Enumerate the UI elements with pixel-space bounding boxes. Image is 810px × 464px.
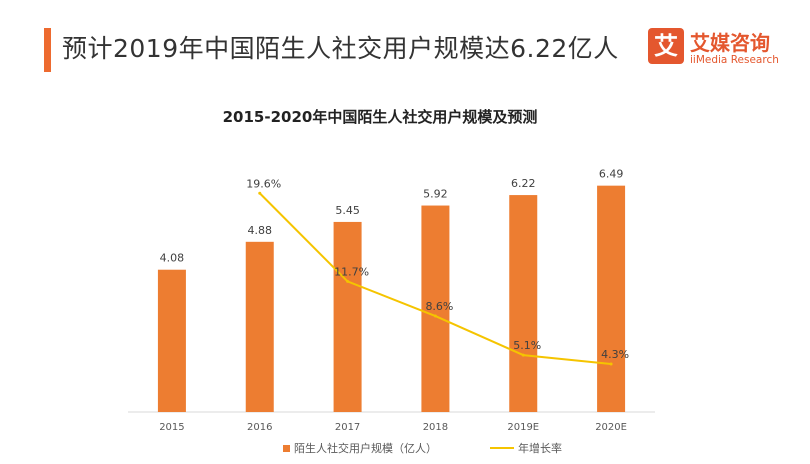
x-tick-label: 2019E <box>507 422 539 433</box>
legend-line-label: 年增长率 <box>518 441 562 455</box>
bar-2019E <box>509 195 538 412</box>
x-tick-label: 2016 <box>247 422 272 433</box>
bar-value-label: 4.88 <box>248 224 273 237</box>
growth-rate-label: 11.7% <box>334 265 369 278</box>
legend-bar-swatch <box>283 445 290 452</box>
page-title: 预计2019年中国陌生人社交用户规模达6.22亿人 <box>62 34 619 63</box>
chart-legend: 陌生人社交用户规模（亿人） 年增长率 <box>283 441 562 455</box>
growth-point-2017 <box>346 279 350 283</box>
bar-2015 <box>157 269 186 412</box>
iimedia-logo: 艾 艾媒咨询 iiMedia Research <box>648 26 788 70</box>
title-accent-bar <box>44 28 51 72</box>
growth-rate-label: 4.3% <box>601 348 629 361</box>
growth-point-2020E <box>609 362 613 366</box>
bar-value-label: 6.49 <box>599 168 624 181</box>
bar-value-label: 4.08 <box>160 252 185 265</box>
growth-point-2016 <box>258 191 262 195</box>
x-tick-label: 2018 <box>423 422 448 433</box>
growth-point-2018 <box>433 314 437 318</box>
growth-rate-label: 19.6% <box>246 177 281 190</box>
bar-2020E <box>597 185 626 412</box>
bar-value-label: 5.45 <box>335 204 360 217</box>
x-tick-label: 2017 <box>335 422 360 433</box>
logo-subtitle: iiMedia Research <box>690 54 779 66</box>
bar-2016 <box>245 241 274 412</box>
growth-rate-label: 5.1% <box>513 339 541 352</box>
logo-name: 艾媒咨询 <box>690 31 770 55</box>
x-tick-label: 2020E <box>595 422 627 433</box>
growth-rate-label: 8.6% <box>425 300 453 313</box>
bar-2018 <box>421 205 450 412</box>
bar-2017 <box>333 221 362 412</box>
growth-point-2019E <box>521 353 525 357</box>
bar-value-label: 5.92 <box>423 188 448 201</box>
x-tick-label: 2015 <box>159 422 184 433</box>
logo-mark-icon: 艾 <box>648 28 684 64</box>
legend-bar-label: 陌生人社交用户规模（亿人） <box>294 441 437 455</box>
chart-title: 2015-2020年中国陌生人社交用户规模及预测 <box>222 108 538 126</box>
bar-value-label: 6.22 <box>511 177 536 190</box>
